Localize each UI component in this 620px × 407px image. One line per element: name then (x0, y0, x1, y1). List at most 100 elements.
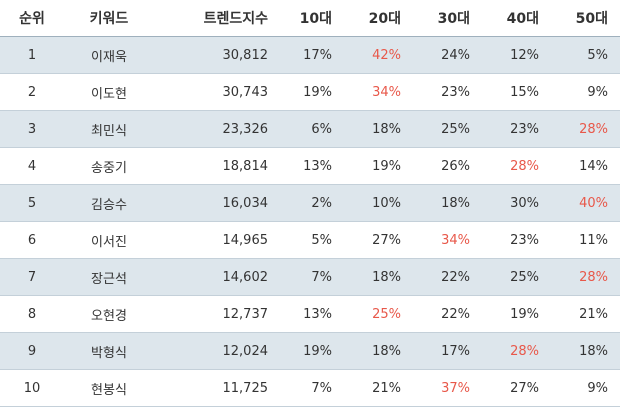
age-10s-cell: 19% (278, 332, 344, 370)
age-40s-cell: 27% (482, 369, 551, 407)
trend-index-cell: 11,725 (154, 369, 278, 407)
rank-cell: 3 (0, 110, 64, 148)
trend-index-cell: 30,812 (154, 36, 278, 74)
table-row[interactable]: 10 현봉식 11,725 7% 21% 37% 27% 9% (0, 369, 620, 407)
age-30s-cell: 24% (413, 36, 482, 74)
age-10s-cell: 7% (278, 369, 344, 407)
age-50s-cell: 14% (551, 147, 620, 185)
table-row[interactable]: 5 김승수 16,034 2% 10% 18% 30% 40% (0, 184, 620, 222)
age-40s-cell: 23% (482, 221, 551, 259)
age-50s-cell: 40% (551, 184, 620, 222)
age-10s-cell: 19% (278, 73, 344, 111)
rank-cell: 6 (0, 221, 64, 259)
trend-index-cell: 30,743 (154, 73, 278, 111)
table-row[interactable]: 9 박형식 12,024 19% 18% 17% 28% 18% (0, 332, 620, 370)
rank-cell: 10 (0, 369, 64, 407)
keyword-cell[interactable]: 이서진 (64, 221, 154, 259)
keyword-cell[interactable]: 오현경 (64, 295, 154, 333)
trend-index-cell: 14,965 (154, 221, 278, 259)
table-row[interactable]: 3 최민식 23,326 6% 18% 25% 23% 28% (0, 110, 620, 148)
header-keyword[interactable]: 키워드 (64, 0, 154, 37)
rank-cell: 7 (0, 258, 64, 296)
age-50s-cell: 28% (551, 110, 620, 148)
header-age-10s[interactable]: 10대 (278, 0, 344, 37)
trend-index-cell: 16,034 (154, 184, 278, 222)
age-30s-cell: 37% (413, 369, 482, 407)
header-age-50s[interactable]: 50대 (551, 0, 620, 37)
table-row[interactable]: 4 송중기 18,814 13% 19% 26% 28% 14% (0, 147, 620, 185)
age-30s-cell: 17% (413, 332, 482, 370)
age-20s-cell: 21% (344, 369, 413, 407)
age-10s-cell: 6% (278, 110, 344, 148)
age-10s-cell: 17% (278, 36, 344, 74)
table-row[interactable]: 1 이재욱 30,812 17% 42% 24% 12% 5% (0, 36, 620, 74)
age-50s-cell: 9% (551, 73, 620, 111)
rank-cell: 1 (0, 36, 64, 74)
keyword-cell[interactable]: 이재욱 (64, 36, 154, 74)
age-10s-cell: 7% (278, 258, 344, 296)
age-40s-cell: 25% (482, 258, 551, 296)
table-body: 1 이재욱 30,812 17% 42% 24% 12% 5% 2 이도현 30… (0, 36, 620, 407)
age-10s-cell: 13% (278, 147, 344, 185)
age-50s-cell: 28% (551, 258, 620, 296)
age-10s-cell: 5% (278, 221, 344, 259)
rank-cell: 5 (0, 184, 64, 222)
header-age-40s[interactable]: 40대 (482, 0, 551, 37)
age-30s-cell: 26% (413, 147, 482, 185)
age-50s-cell: 5% (551, 36, 620, 74)
table-row[interactable]: 2 이도현 30,743 19% 34% 23% 15% 9% (0, 73, 620, 111)
age-20s-cell: 27% (344, 221, 413, 259)
header-rank[interactable]: 순위 (0, 0, 64, 37)
age-20s-cell: 25% (344, 295, 413, 333)
keyword-cell[interactable]: 송중기 (64, 147, 154, 185)
keyword-cell[interactable]: 장근석 (64, 258, 154, 296)
age-30s-cell: 22% (413, 295, 482, 333)
trend-index-cell: 14,602 (154, 258, 278, 296)
keyword-cell[interactable]: 김승수 (64, 184, 154, 222)
rank-cell: 4 (0, 147, 64, 185)
header-trend-index[interactable]: 트렌드지수 (154, 0, 278, 37)
keyword-cell[interactable]: 최민식 (64, 110, 154, 148)
trend-index-cell: 12,024 (154, 332, 278, 370)
age-50s-cell: 9% (551, 369, 620, 407)
age-40s-cell: 15% (482, 73, 551, 111)
keyword-cell[interactable]: 현봉식 (64, 369, 154, 407)
keyword-cell[interactable]: 이도현 (64, 73, 154, 111)
age-40s-cell: 12% (482, 36, 551, 74)
age-20s-cell: 10% (344, 184, 413, 222)
rank-cell: 9 (0, 332, 64, 370)
age-30s-cell: 25% (413, 110, 482, 148)
age-50s-cell: 11% (551, 221, 620, 259)
age-40s-cell: 19% (482, 295, 551, 333)
age-30s-cell: 22% (413, 258, 482, 296)
age-40s-cell: 23% (482, 110, 551, 148)
table-row[interactable]: 7 장근석 14,602 7% 18% 22% 25% 28% (0, 258, 620, 296)
age-50s-cell: 18% (551, 332, 620, 370)
age-40s-cell: 28% (482, 147, 551, 185)
trend-index-cell: 23,326 (154, 110, 278, 148)
header-row: 순위 키워드 트렌드지수 10대 20대 30대 40대 50대 (0, 0, 620, 37)
header-age-30s[interactable]: 30대 (413, 0, 482, 37)
age-40s-cell: 30% (482, 184, 551, 222)
age-20s-cell: 18% (344, 110, 413, 148)
age-20s-cell: 18% (344, 332, 413, 370)
age-20s-cell: 19% (344, 147, 413, 185)
trend-index-cell: 18,814 (154, 147, 278, 185)
age-30s-cell: 23% (413, 73, 482, 111)
table-header: 순위 키워드 트렌드지수 10대 20대 30대 40대 50대 (0, 0, 620, 37)
table-row[interactable]: 6 이서진 14,965 5% 27% 34% 23% 11% (0, 221, 620, 259)
age-30s-cell: 18% (413, 184, 482, 222)
keyword-cell[interactable]: 박형식 (64, 332, 154, 370)
rank-cell: 8 (0, 295, 64, 333)
age-10s-cell: 2% (278, 184, 344, 222)
age-20s-cell: 34% (344, 73, 413, 111)
trend-index-cell: 12,737 (154, 295, 278, 333)
age-50s-cell: 21% (551, 295, 620, 333)
age-40s-cell: 28% (482, 332, 551, 370)
age-20s-cell: 18% (344, 258, 413, 296)
age-10s-cell: 13% (278, 295, 344, 333)
rank-cell: 2 (0, 73, 64, 111)
header-age-20s[interactable]: 20대 (344, 0, 413, 37)
table-row[interactable]: 8 오현경 12,737 13% 25% 22% 19% 21% (0, 295, 620, 333)
age-30s-cell: 34% (413, 221, 482, 259)
